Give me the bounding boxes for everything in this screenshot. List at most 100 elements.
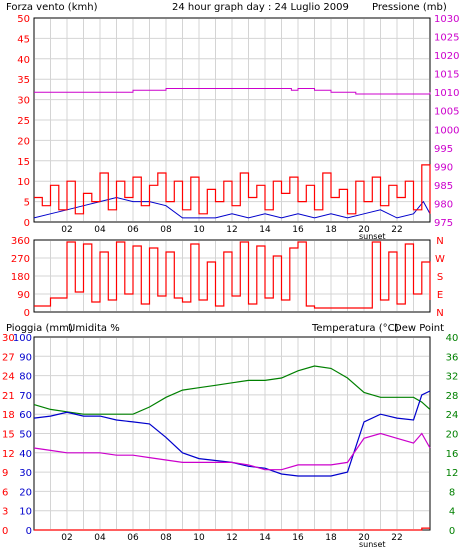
hour-tick-label: 12	[226, 225, 237, 235]
hour-tick-label: 16	[292, 533, 304, 543]
pressure-tick-label: 1015	[434, 70, 459, 81]
graph-title: 24 hour graph day : 24 Luglio 2009	[172, 2, 349, 13]
wind_avg_blue-line	[33, 196, 431, 219]
pressure-tick-label: 1005	[434, 107, 459, 118]
humidity-line	[33, 390, 431, 477]
rain-tick-label: 27	[2, 352, 15, 363]
pressure-line	[34, 88, 431, 95]
hour-tick-label: 02	[61, 533, 72, 543]
temperature-tick-label: 16	[446, 449, 459, 460]
hour-tick-label: 02	[61, 225, 72, 235]
hour-tick-label: 08	[160, 533, 172, 543]
temperature-tick-label: 0	[449, 526, 455, 537]
temperature-tick-label: 12	[446, 468, 459, 479]
hour-tick-label: 10	[193, 533, 205, 543]
wind-tick-label: 20	[17, 136, 30, 147]
humidity-tick-label: 20	[19, 487, 32, 498]
temperature-tick-label: 4	[449, 507, 455, 518]
pressure-tick-label: 1010	[434, 88, 459, 99]
sunset-label: sunset	[359, 540, 386, 549]
hour-tick-label: 04	[94, 225, 106, 235]
temperature-tick-label: 24	[446, 410, 459, 421]
rain-tick-label: 30	[2, 333, 15, 344]
rain-tick-label: 6	[2, 487, 8, 498]
sunset-label: sunset	[359, 232, 386, 241]
rain-line	[34, 527, 430, 531]
temperature-line	[33, 365, 431, 415]
hour-tick-label: 12	[226, 533, 237, 543]
pressure-axis-title: Pressione (mb)	[372, 2, 447, 13]
humidity-tick-label: 70	[19, 391, 32, 402]
hour-tick-label: 18	[325, 533, 337, 543]
wind-tick-label: 50	[17, 14, 30, 25]
hour-tick-label: 10	[193, 225, 205, 235]
hour-tick-label: 08	[160, 225, 172, 235]
rain-tick-label: 12	[2, 449, 15, 460]
temperature-tick-label: 32	[446, 372, 459, 383]
pressure-tick-label: 985	[434, 181, 453, 192]
direction-degree-label: 270	[11, 254, 30, 265]
hour-tick-label: 22	[391, 533, 402, 543]
pressure-tick-label: 975	[434, 218, 453, 229]
humidity-tick-label: 40	[19, 449, 32, 460]
direction-compass-label: N	[436, 236, 443, 247]
wind-tick-label: 45	[17, 34, 30, 45]
humidity-tick-label: 100	[13, 333, 32, 344]
direction-compass-label: E	[437, 290, 443, 301]
pressure-tick-label: 990	[434, 162, 453, 173]
wind-line	[34, 164, 431, 215]
humidity-tick-label: 30	[19, 468, 32, 479]
rain-tick-label: 24	[2, 372, 15, 383]
direction-compass-label: N	[436, 308, 443, 319]
rain-axis-title: Pioggia (mm)	[6, 323, 73, 334]
hour-tick-label: 14	[259, 225, 271, 235]
hour-tick-label: 20	[358, 225, 370, 235]
pressure-tick-label: 1030	[434, 14, 459, 25]
humidity-tick-label: 50	[19, 430, 32, 441]
hour-tick-label: 06	[127, 533, 139, 543]
hour-tick-label: 16	[292, 225, 304, 235]
wind-tick-label: 10	[17, 177, 30, 188]
humidity-tick-label: 0	[26, 526, 32, 537]
hour-tick-label: 06	[127, 225, 139, 235]
pressure-tick-label: 1000	[434, 125, 459, 136]
rain-tick-label: 21	[2, 391, 15, 402]
direction-degree-label: 90	[17, 290, 30, 301]
direction-degree-label: 180	[11, 272, 30, 283]
pressure-tick-label: 1020	[434, 51, 459, 62]
rain-tick-label: 18	[2, 410, 15, 421]
humidity-tick-label: 60	[19, 410, 32, 421]
wind-tick-label: 15	[17, 157, 30, 168]
wind-tick-label: 5	[24, 198, 30, 209]
direction-line	[34, 241, 431, 309]
rain-tick-label: 0	[2, 526, 8, 537]
dewpoint-line	[33, 432, 431, 471]
temperature-tick-label: 40	[446, 333, 459, 344]
rain-tick-label: 3	[2, 507, 8, 518]
temperature-tick-label: 36	[446, 352, 459, 363]
pressure-tick-label: 995	[434, 144, 453, 155]
wind-tick-label: 35	[17, 75, 30, 86]
hour-tick-label: 18	[325, 225, 337, 235]
rain-tick-label: 9	[2, 468, 8, 479]
dewpoint-axis-title: Dew Point	[394, 323, 444, 334]
temperature-tick-label: 28	[446, 391, 459, 402]
humidity-tick-label: 80	[19, 372, 32, 383]
hour-tick-label: 22	[391, 225, 402, 235]
pressure-tick-label: 980	[434, 199, 453, 210]
hour-tick-label: 04	[94, 533, 106, 543]
wind-tick-label: 0	[24, 218, 30, 229]
wind-axis-title: Forza vento (kmh)	[6, 2, 98, 13]
humidity-tick-label: 90	[19, 352, 32, 363]
humidity-axis-title: Umidita %	[68, 323, 120, 334]
rain-tick-label: 15	[2, 430, 15, 441]
wind-tick-label: 40	[17, 55, 30, 66]
temperature-axis-title: Temperatura (°C)	[311, 323, 399, 334]
direction-degree-label: 360	[11, 236, 30, 247]
pressure-tick-label: 1025	[434, 33, 459, 44]
temperature-tick-label: 8	[449, 487, 455, 498]
temperature-tick-label: 20	[446, 430, 459, 441]
hour-tick-label: 20	[358, 533, 370, 543]
